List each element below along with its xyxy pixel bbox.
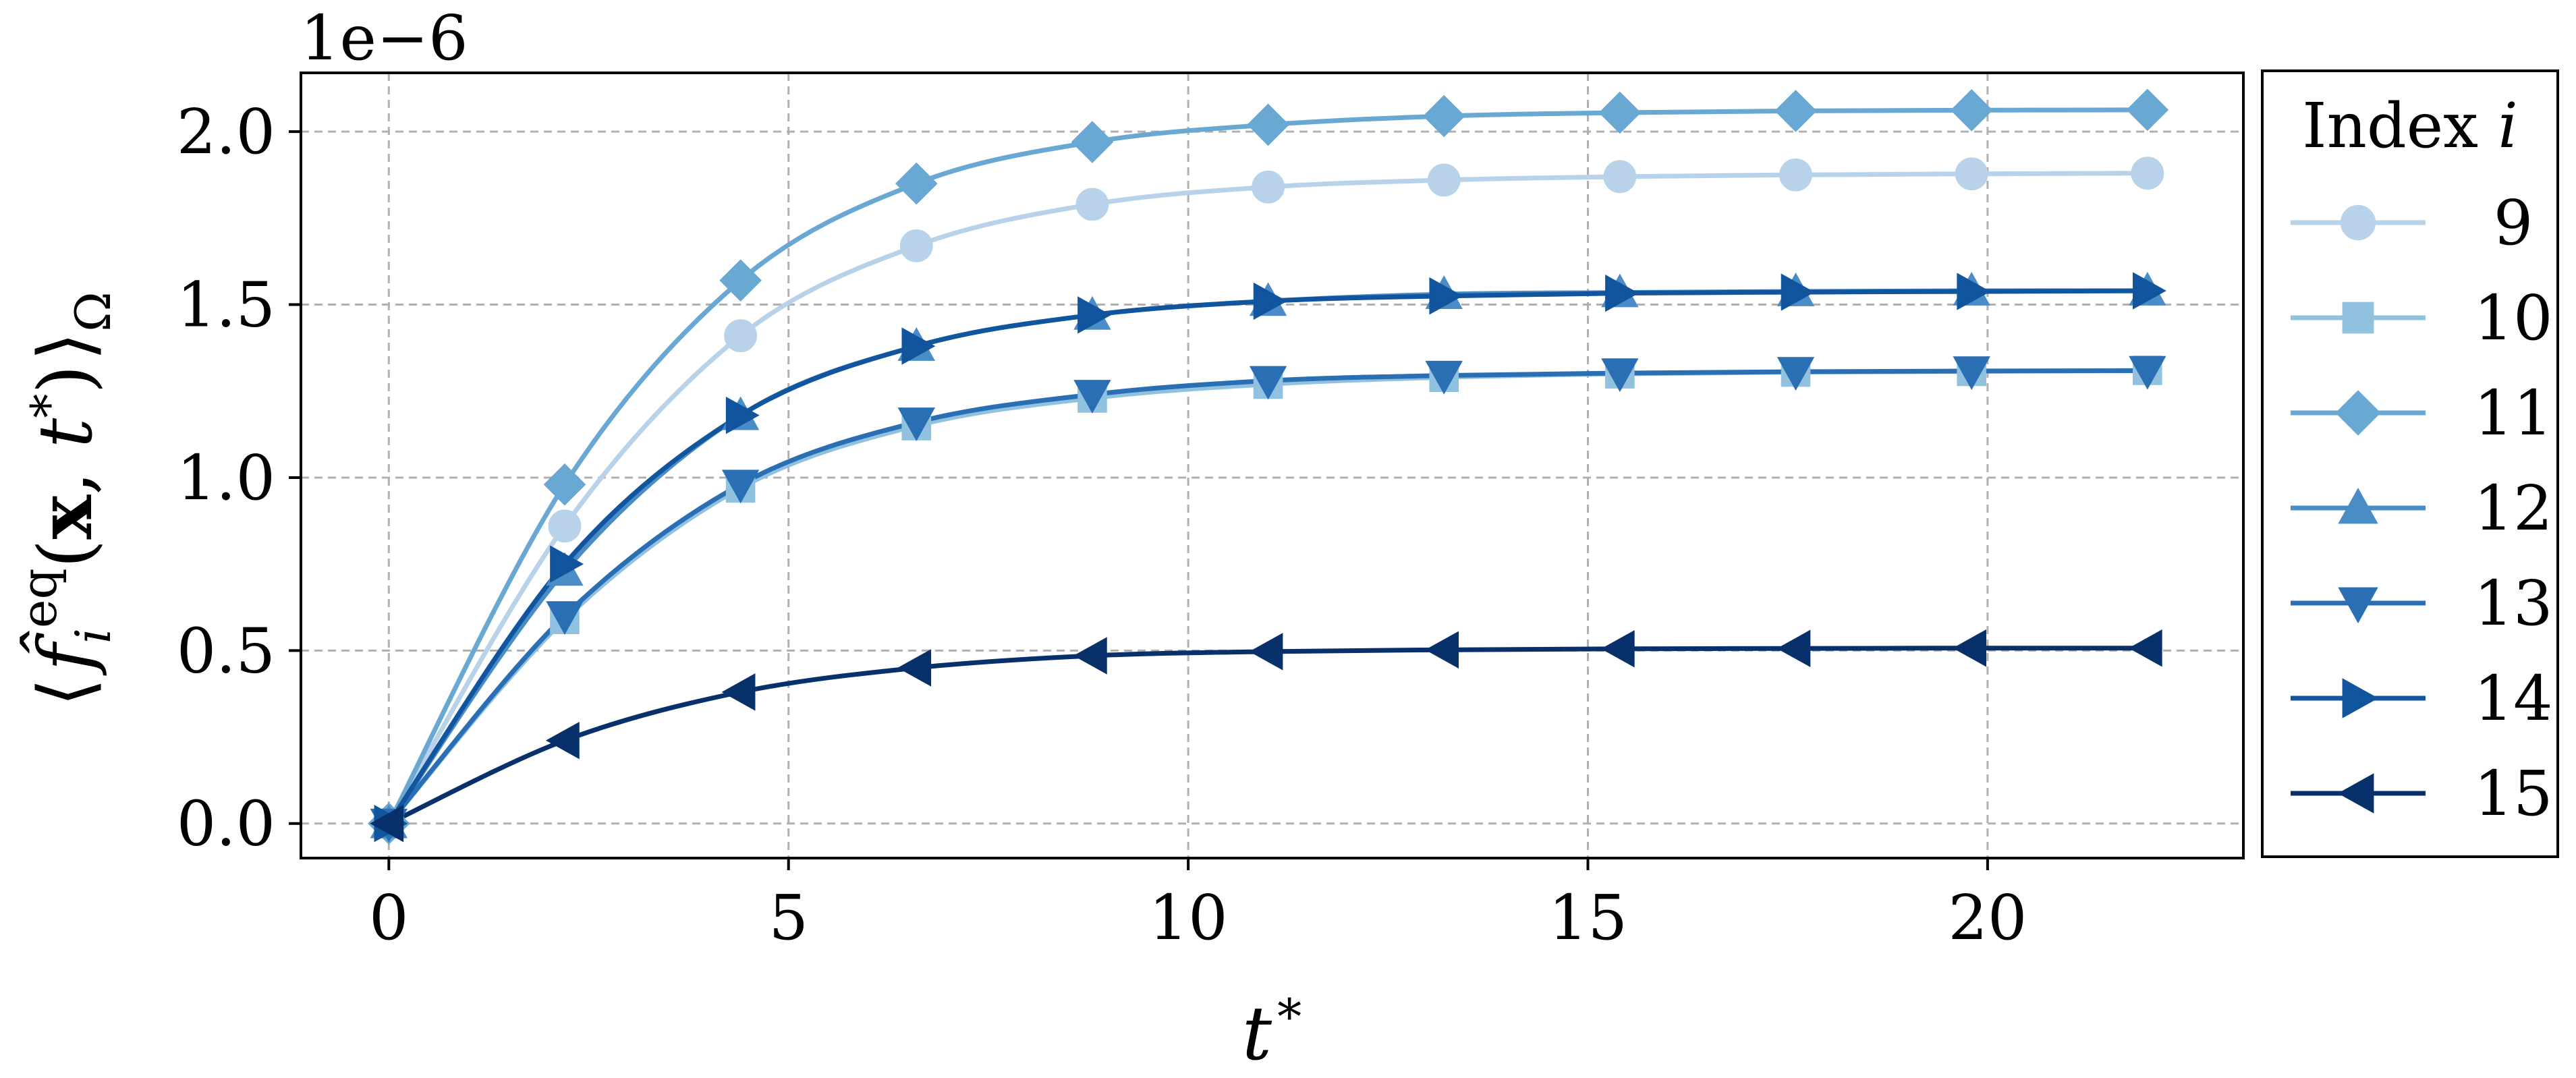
data-point-14 (1781, 273, 1815, 311)
data-point-9 (1603, 160, 1637, 194)
data-point-9 (2131, 157, 2164, 190)
data-point-11 (1774, 90, 1817, 132)
data-point-11 (719, 259, 762, 302)
data-point-14 (2133, 272, 2166, 310)
data-point-13 (1601, 358, 1639, 393)
legend-marker-13 (2338, 587, 2378, 624)
data-point-13 (1249, 366, 1287, 400)
data-point-11 (1247, 103, 1289, 146)
data-point-9 (1075, 188, 1109, 221)
series-line-10 (387, 368, 2148, 826)
series-line-11 (387, 107, 2148, 825)
x-axis-label: t * (1242, 988, 1301, 1077)
data-point-15 (721, 673, 756, 711)
data-point-13 (1953, 356, 1990, 391)
series-line-15 (387, 646, 2148, 826)
legend-label-13: 13 (2473, 567, 2552, 640)
data-point-15 (1073, 637, 1107, 675)
legend-marker-14 (2342, 678, 2379, 718)
data-point-9 (724, 319, 758, 353)
legend-marker-15 (2337, 773, 2374, 814)
data-point-13 (1776, 357, 1815, 391)
data-point-15 (897, 649, 932, 687)
data-point-13 (546, 601, 584, 635)
series-markers (368, 88, 2169, 845)
data-point-15 (1953, 629, 1986, 667)
data-point-13 (721, 470, 760, 504)
data-point-15 (2128, 629, 2162, 667)
data-point-15 (1249, 633, 1283, 671)
y-axis-ticks: 0.0 0.5 1.0 1.5 2.0 (177, 96, 301, 860)
y-tick-label: 2.0 (177, 96, 275, 168)
x-tick-label: 15 (1548, 882, 1627, 954)
series-line-14 (387, 288, 2148, 825)
series-line-9 (387, 171, 2148, 825)
data-point-11 (1071, 121, 1114, 163)
legend-frame (2261, 69, 2559, 858)
legend-marker-10 (2342, 302, 2374, 334)
legend-label-15: 15 (2473, 758, 2552, 830)
x-tick-label: 5 (768, 882, 808, 954)
x-tick-label: 20 (1948, 882, 2027, 954)
data-point-9 (1427, 163, 1461, 197)
data-point-13 (1425, 360, 1463, 395)
data-point-15 (1776, 629, 1811, 667)
legend-label-10: 10 (2473, 282, 2552, 354)
data-point-9 (1252, 170, 1285, 204)
data-point-14 (1605, 274, 1639, 312)
legend-label-14: 14 (2473, 662, 2552, 735)
legend: Index i 9 10 11 12 13 14 15 (2261, 69, 2559, 858)
data-point-11 (895, 162, 938, 205)
y-axis-label: ⟨f̂ieq(x, t*)⟩Ω (11, 291, 121, 707)
data-point-14 (550, 545, 584, 583)
data-point-13 (2129, 356, 2166, 390)
y-offset-label: 1e−6 (300, 2, 468, 74)
y-tick-label: 1.0 (177, 442, 275, 514)
data-point-9 (548, 509, 582, 543)
data-point-15 (370, 805, 404, 843)
data-point-11 (1422, 94, 1465, 138)
data-point-14 (1957, 273, 1991, 310)
legend-marker-11 (2335, 390, 2381, 436)
data-point-9 (899, 229, 933, 262)
series-curves (387, 107, 2148, 826)
data-point-15 (1425, 631, 1459, 669)
data-point-14 (901, 327, 936, 365)
data-point-15 (545, 721, 580, 760)
data-point-13 (897, 407, 935, 441)
x-tick-label: 10 (1149, 882, 1228, 954)
y-tick-label: 0.5 (177, 615, 275, 687)
data-point-14 (725, 396, 760, 434)
plot-frame (300, 72, 2245, 859)
x-axis-ticks: 0 5 10 15 20 (369, 858, 2027, 954)
series-line-13 (387, 368, 2148, 825)
x-tick-label: 0 (369, 882, 409, 954)
legend-label-12: 12 (2473, 472, 2552, 544)
legend-marker-12 (2338, 487, 2378, 524)
legend-marker-9 (2340, 204, 2376, 241)
data-point-9 (1779, 158, 1812, 192)
legend-title: Index i (2302, 90, 2518, 162)
legend-label-11: 11 (2473, 377, 2552, 449)
data-point-13 (1073, 380, 1111, 414)
legend-label-9: 9 (2494, 187, 2533, 259)
data-point-11 (2126, 88, 2169, 132)
data-point-11 (1950, 89, 1993, 132)
data-point-14 (1253, 282, 1287, 320)
y-tick-label: 0.0 (177, 788, 275, 860)
data-point-14 (1429, 277, 1463, 315)
legend-entries: 9 10 11 12 13 14 15 (2291, 187, 2553, 830)
data-point-11 (543, 463, 586, 506)
data-point-15 (1600, 630, 1635, 668)
y-tick-label: 1.5 (177, 269, 275, 341)
svg-text:⟨f̂ieq(x, t*)⟩Ω: ⟨f̂ieq(x, t*)⟩Ω (11, 291, 121, 707)
data-point-9 (1955, 157, 1988, 191)
data-point-14 (1077, 296, 1111, 334)
data-point-11 (1598, 91, 1642, 134)
